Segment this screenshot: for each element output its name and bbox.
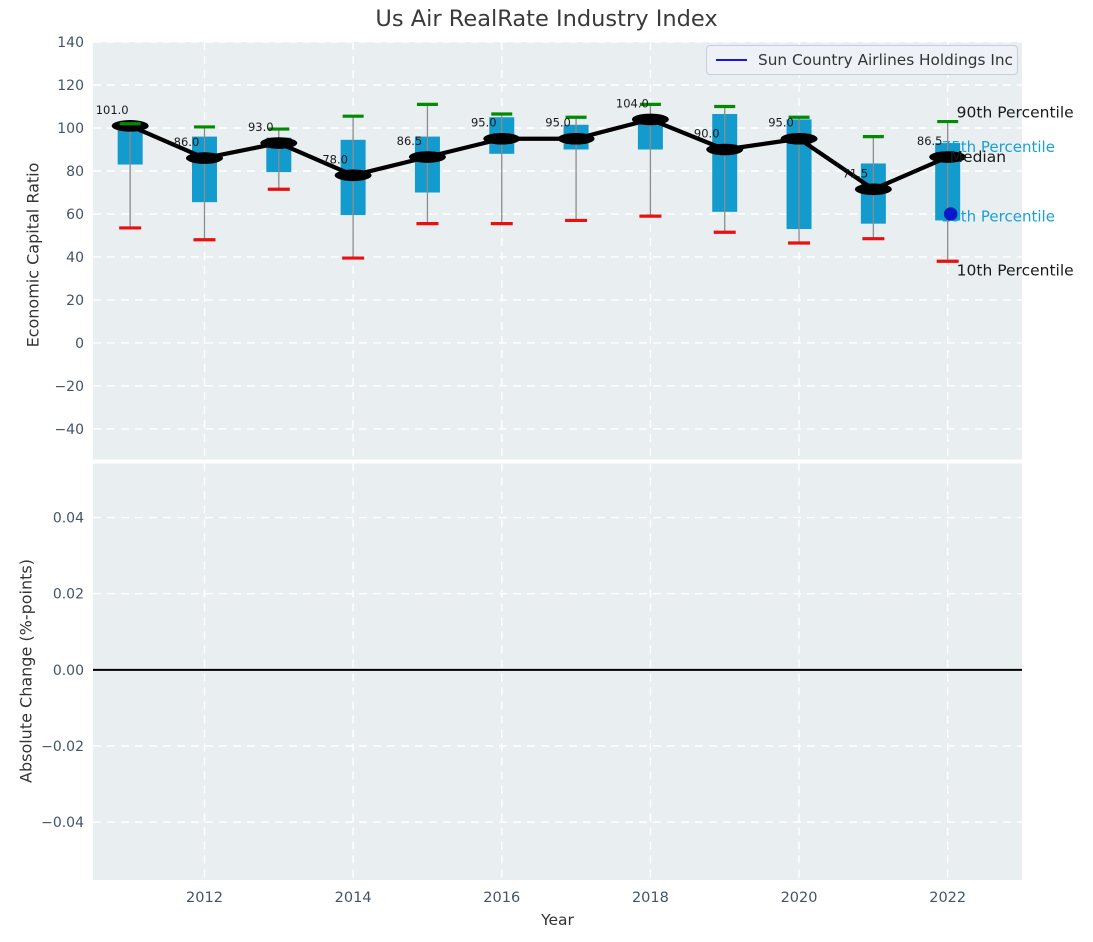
whisker-caps (119, 102, 959, 263)
top-plot-background (93, 42, 1022, 460)
median-marker-2013 (260, 137, 298, 149)
x-tick-label: 2016 (483, 890, 520, 906)
y-tick-label: 80 (66, 164, 84, 180)
y-tick-label: 140 (57, 35, 84, 51)
x-axis-label: Year (541, 911, 574, 929)
top-plot-y-tick-labels: 140 120 100 80 60 40 20 0 −20 −40 (54, 35, 84, 438)
median-value-label-2018: 104.0 (616, 96, 649, 110)
legend-label: Sun Country Airlines Holdings Inc (758, 51, 1013, 69)
median-value-label-2012: 86.0 (174, 135, 200, 149)
median-markers (111, 113, 967, 196)
median-value-label-2013: 93.0 (248, 120, 274, 134)
y-tick-label: 0.00 (53, 663, 84, 679)
x-tick-label: 2014 (335, 890, 372, 906)
y-tick-label: −20 (54, 379, 84, 395)
y-tick-label: 100 (57, 121, 84, 137)
top-plot: 140 120 100 80 60 40 20 0 −20 −40 75th Percentile 2… (54, 35, 1074, 460)
median-marker-2020 (780, 132, 818, 145)
median-marker-2016 (483, 132, 521, 145)
median-value-labels: 101.0 86.0 93.0 78.0 86.5 95.0 95.0 104.0 90.0 95… (96, 96, 943, 180)
y-tick-label: 0.04 (53, 511, 84, 527)
y-tick-label: −0.02 (41, 739, 84, 755)
y-tick-label: 120 (57, 78, 84, 94)
percentile-annotations-front: 90th Percentile Median 10th Percentile (950, 104, 1074, 280)
x-tick-labels: 2012 2014 2016 2018 2020 2022 (186, 890, 966, 906)
x-tick-label: 2022 (929, 890, 966, 906)
legend-box: Sun Country Airlines Holdings Inc (706, 45, 1018, 75)
median-marker-2014 (334, 169, 372, 182)
annotation-p90: 90th Percentile (957, 104, 1074, 122)
annotation-p10: 10th Percentile (957, 261, 1074, 279)
median-marker-2021 (854, 183, 892, 196)
y-tick-label: 40 (66, 250, 84, 266)
annotation-median: Median (950, 148, 1006, 166)
top-y-axis-label: Economic Capital Ratio (23, 162, 43, 348)
median-value-label-2017: 95.0 (545, 116, 571, 130)
median-marker-2022 (929, 151, 967, 163)
legend-line-sample (716, 59, 747, 61)
annotation-p75: 75th Percentile (942, 138, 1055, 156)
y-tick-label: −40 (54, 422, 84, 438)
y-tick-label: 0 (75, 336, 84, 352)
y-tick-label: 20 (66, 293, 84, 309)
median-value-label-2019: 90.0 (694, 126, 720, 140)
median-value-label-2020: 95.0 (768, 116, 794, 130)
median-marker-2012 (185, 152, 223, 164)
top-plot-gridlines (93, 41, 1022, 460)
y-tick-label: 0.02 (53, 587, 84, 603)
median-value-label-2021: 71.5 (843, 166, 869, 180)
median-value-label-2014: 78.0 (322, 152, 348, 166)
x-tick-label: 2018 (632, 890, 669, 906)
median-marker-2018 (631, 113, 669, 126)
median-marker-2017 (557, 132, 595, 145)
company-data-point (943, 207, 958, 221)
chart-title: Us Air RealRate Industry Index (375, 6, 718, 32)
y-tick-label: −0.04 (41, 815, 84, 831)
median-marker-2015 (408, 151, 446, 163)
median-marker-2011 (111, 120, 149, 132)
x-tick-label: 2020 (781, 890, 818, 906)
median-value-label-2022: 86.5 (917, 134, 943, 148)
x-tick-label: 2012 (186, 890, 223, 906)
median-value-label-2011: 101.0 (96, 103, 129, 117)
bottom-plot: 0.04 0.02 0.00 −0.02 −0.04 (41, 463, 1022, 880)
bottom-plot-background (93, 463, 1022, 880)
median-value-label-2016: 95.0 (471, 116, 497, 130)
annotation-p25: 25th Percentile (942, 207, 1055, 225)
median-marker-2019 (706, 143, 744, 156)
bottom-y-axis-label: Absolute Change (%-points) (16, 559, 36, 783)
percentile-annotations-behind: 75th Percentile 25th Percentile (942, 138, 1055, 225)
y-tick-label: 60 (66, 207, 84, 223)
median-value-label-2015: 86.5 (397, 134, 423, 148)
bottom-plot-y-tick-labels: 0.04 0.02 0.00 −0.02 −0.04 (41, 511, 84, 832)
